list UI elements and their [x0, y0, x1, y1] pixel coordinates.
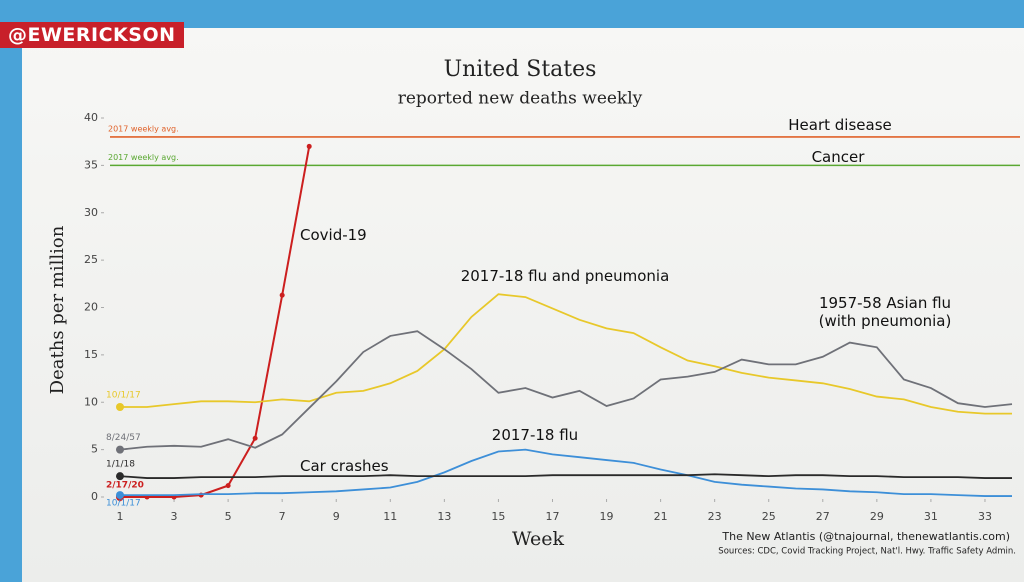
x-tick-label: 33	[978, 510, 992, 523]
series-line	[119, 473, 1012, 479]
y-tick-label: 40	[84, 111, 98, 124]
credit: The New Atlantis (@tnajournal, thenewatl…	[721, 530, 1010, 543]
x-tick-label: 19	[600, 510, 614, 523]
x-tick-label: 25	[762, 510, 776, 523]
y-tick-label: 35	[84, 158, 98, 171]
start-point	[116, 445, 124, 454]
start-label: 1/1/18	[106, 460, 135, 470]
y-tick-label: 20	[84, 301, 98, 314]
screen	[22, 28, 1024, 582]
x-tick-label: 31	[924, 510, 938, 523]
point	[306, 143, 312, 149]
start-label: 8/24/57	[106, 433, 141, 443]
point	[252, 435, 258, 441]
reference-line-name: Heart disease	[788, 116, 892, 134]
chart-title: United States	[444, 57, 597, 82]
series-line	[120, 448, 1012, 497]
series-label: 1957-58 Asian flu (with pneumonia)	[818, 294, 952, 330]
reference-line-name: Cancer	[811, 148, 865, 166]
point	[225, 483, 231, 489]
series-line	[120, 146, 311, 498]
x-tick-label: 15	[491, 510, 505, 523]
sources: Sources: CDC, Covid Tracking Project, Na…	[718, 547, 1016, 557]
y-axis-label: Deaths per million	[47, 225, 68, 394]
reference-line-note: 2017 weekly avg.	[108, 124, 179, 133]
start-label: 10/1/17	[106, 390, 141, 400]
x-tick-label: 29	[870, 510, 884, 523]
x-tick-label: 13	[437, 510, 451, 523]
start-label: 2/17/20	[106, 481, 144, 491]
series-line	[120, 293, 1012, 415]
start-point	[116, 472, 124, 481]
x-tick-label: 3	[171, 510, 178, 523]
x-tick-label: 7	[279, 510, 286, 523]
x-tick-label: 21	[654, 510, 668, 523]
series-label: 2017-18 flu and pneumonia	[460, 267, 670, 285]
y-tick-label: 5	[91, 443, 98, 456]
series-label: Covid-19	[300, 226, 367, 244]
chart-subtitle: reported new deaths weekly	[398, 89, 643, 109]
x-tick-label: 17	[545, 510, 559, 523]
y-tick-label: 15	[84, 348, 98, 361]
x-tick-label: 5	[225, 510, 232, 523]
series-line	[119, 330, 1013, 451]
x-tick-label: 1	[117, 510, 124, 523]
start-label: 10/1/17	[106, 499, 141, 509]
x-tick-label: 9	[333, 510, 340, 523]
point	[279, 292, 285, 298]
y-tick-label: 30	[84, 206, 98, 219]
x-tick-label: 27	[816, 510, 830, 523]
start-point	[116, 491, 124, 500]
x-tick-label: 23	[708, 510, 722, 523]
series-label: 2017-18 flu	[491, 426, 579, 444]
badge: @EWERICKSON	[0, 22, 184, 48]
y-tick-label: 0	[91, 490, 98, 503]
reference-line-note: 2017 weekly avg.	[108, 153, 179, 162]
y-tick-label: 10	[84, 395, 98, 408]
start-point	[116, 402, 124, 411]
y-tick-label: 25	[84, 253, 98, 266]
series-label: Car crashes	[300, 457, 389, 475]
x-axis-label: Week	[512, 528, 564, 550]
x-tick-label: 11	[383, 510, 397, 523]
